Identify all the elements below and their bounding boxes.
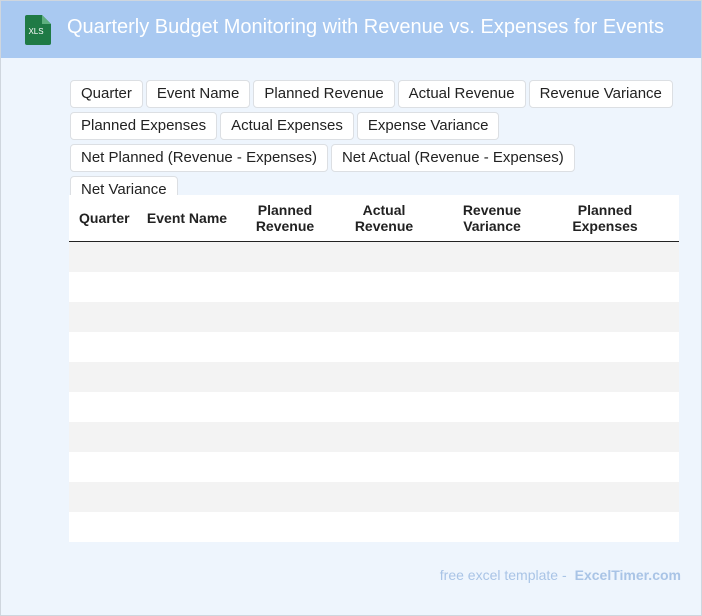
table-row xyxy=(69,422,679,452)
column-chips: Quarter Event Name Planned Revenue Actual R… xyxy=(70,80,680,204)
table-row xyxy=(69,482,679,512)
column-chip[interactable]: Event Name xyxy=(145,80,251,108)
table-row xyxy=(69,332,679,362)
column-header: Revenue Variance xyxy=(462,202,522,234)
page-title: Quarterly Budget Monitoring with Revenue… xyxy=(67,16,664,38)
table-row xyxy=(69,362,679,392)
column-chip[interactable]: Expense Variance xyxy=(356,112,500,140)
table-row xyxy=(69,302,679,332)
table-body xyxy=(69,242,679,542)
footer-text: free excel template - xyxy=(439,567,567,583)
column-header: Quarter xyxy=(79,210,130,226)
column-chip[interactable]: Quarter xyxy=(70,80,143,108)
table-row xyxy=(69,512,679,542)
column-chip[interactable]: Revenue Variance xyxy=(528,80,673,108)
column-chip[interactable]: Actual Revenue xyxy=(397,80,526,108)
table: Quarter Event Name Planned Revenue Actual R… xyxy=(69,195,679,542)
column-chip[interactable]: Planned Expenses xyxy=(70,112,218,140)
table-row xyxy=(69,452,679,482)
header-bar: XLS Quarterly Budget Monitoring with Rev… xyxy=(1,1,701,58)
icon-label: XLS xyxy=(28,27,43,36)
table-header: Quarter Event Name Planned Revenue Actual R… xyxy=(69,195,679,242)
footer-brand[interactable]: ExcelTimer.com xyxy=(574,567,681,583)
column-header: Planned Revenue xyxy=(255,202,315,234)
xls-icon: XLS xyxy=(25,15,51,45)
column-chip[interactable]: Net Actual (Revenue - Expenses) xyxy=(330,144,575,172)
column-header: Actual Revenue xyxy=(354,202,414,234)
footer: free excel template - ExcelTimer.com xyxy=(440,567,681,583)
column-chip[interactable]: Net Planned (Revenue - Expenses) xyxy=(70,144,328,172)
column-chip[interactable]: Actual Expenses xyxy=(220,112,354,140)
column-chip[interactable]: Planned Revenue xyxy=(253,80,395,108)
table-row xyxy=(69,242,679,272)
table-row xyxy=(69,272,679,302)
table-row xyxy=(69,392,679,422)
column-header: Planned Expenses xyxy=(572,202,638,234)
column-header: Event Name xyxy=(146,210,228,226)
